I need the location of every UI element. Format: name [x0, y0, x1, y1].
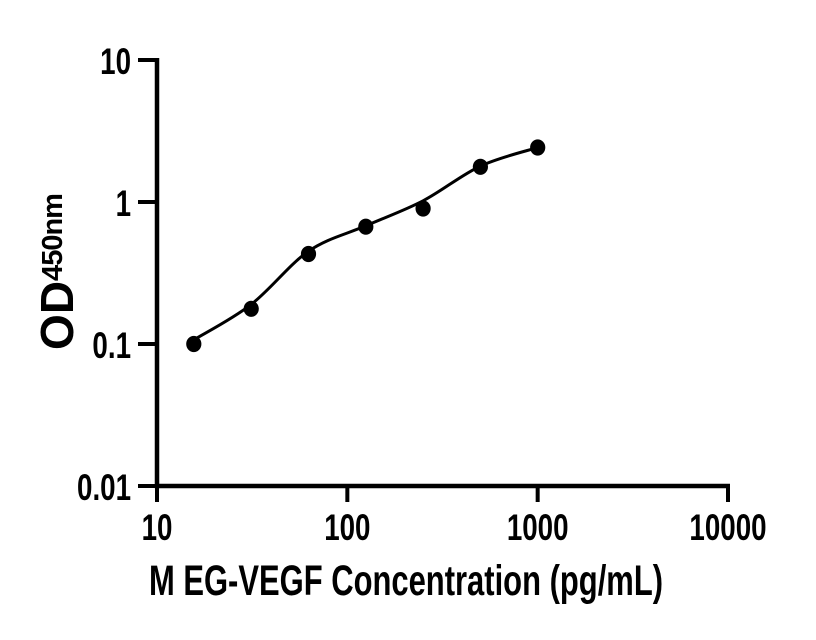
- plot-axes: [154, 58, 730, 489]
- axis-ticks: [138, 58, 730, 502]
- y-tick-label: 1: [116, 182, 131, 224]
- data-point: [358, 218, 374, 235]
- data-point: [415, 200, 431, 217]
- x-tick-label: 10000: [689, 506, 766, 548]
- data-point: [472, 158, 488, 175]
- data-point: [186, 335, 202, 353]
- y-axis-title-main: OD: [31, 281, 83, 350]
- x-axis-title: M EG-VEGF Concentration (pg/mL): [149, 556, 663, 604]
- axis-spine: [154, 58, 730, 489]
- y-tick-label: 0.1: [92, 324, 131, 366]
- data-points-layer: [186, 139, 546, 353]
- x-tick-label: 1000: [507, 506, 569, 548]
- x-tick-label: 100: [324, 506, 370, 548]
- data-point: [300, 245, 317, 263]
- y-tick-label: 0.01: [77, 466, 131, 508]
- data-point: [530, 139, 546, 156]
- tick-labels: 10 1 0.1 0.01 10 100 1000 10000: [77, 40, 767, 548]
- y-tick-label: 10: [100, 40, 131, 82]
- x-tick-label: 10: [142, 506, 173, 548]
- data-point: [243, 300, 259, 317]
- y-axis-title-subscript: 450nm: [37, 194, 69, 281]
- axis-titles: M EG-VEGF Concentration (pg/mL) OD450nm: [31, 194, 663, 604]
- y-axis-title: OD450nm: [31, 194, 83, 350]
